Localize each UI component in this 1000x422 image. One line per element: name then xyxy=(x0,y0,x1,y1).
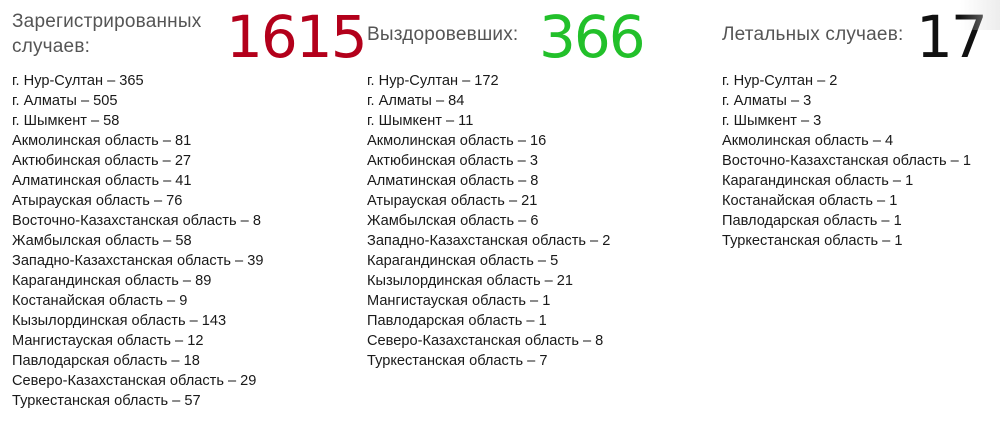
recovered-count: 366 xyxy=(539,3,646,71)
region-item: Туркестанская область – 1 xyxy=(722,233,903,249)
region-item: Атырауская область – 76 xyxy=(12,193,183,209)
recovered-list: г. Нур-Султан – 172 г. Алматы – 84 г. Шымк… xyxy=(367,71,610,371)
recovered-label: Выздоровевших: xyxy=(367,24,519,45)
region-item: г. Нур-Султан – 172 xyxy=(367,73,499,89)
region-item: г. Нур-Султан – 365 xyxy=(12,73,144,89)
region-item: Атырауская область – 21 xyxy=(367,193,538,209)
region-item: Актюбинская область – 3 xyxy=(367,153,538,169)
region-item: Павлодарская область – 1 xyxy=(722,213,902,229)
region-item: г. Шымкент – 3 xyxy=(722,113,822,129)
region-item: Восточно-Казахстанская область – 8 xyxy=(12,213,261,229)
region-item: Мангистауская область – 12 xyxy=(12,333,204,349)
deaths-label: Летальных случаев: xyxy=(722,24,904,45)
region-item: Алматинская область – 8 xyxy=(367,173,539,189)
registered-column: Зарегистрированных случаев: 1615 г. Нур-… xyxy=(12,0,368,409)
region-item: г. Шымкент – 11 xyxy=(367,113,474,129)
region-item: Мангистауская область – 1 xyxy=(367,293,551,309)
region-item: Северо-Казахстанская область – 29 xyxy=(12,373,257,389)
region-item: Кызылординская область – 21 xyxy=(367,273,574,289)
region-item: г. Алматы – 505 xyxy=(12,93,118,109)
region-item: Карагандинская область – 5 xyxy=(367,253,559,269)
registered-list: г. Нур-Султан – 365 г. Алматы – 505 г. Шым… xyxy=(12,71,263,411)
region-item: Западно-Казахстанская область – 39 xyxy=(12,253,264,269)
region-item: г. Нур-Султан – 2 xyxy=(722,73,838,89)
registered-label: Зарегистрированных случаев: xyxy=(12,11,202,57)
region-item: г. Шымкент – 58 xyxy=(12,113,120,129)
deaths-list: г. Нур-Султан – 2 г. Алматы – 3 г. Шымкент… xyxy=(722,71,971,251)
recovered-column: Выздоровевших: 366 г. Нур-Султан – 172 г.… xyxy=(367,0,707,369)
region-item: Западно-Казахстанская область – 2 xyxy=(367,233,611,249)
region-item: Жамбылская область – 58 xyxy=(12,233,192,249)
region-item: г. Алматы – 3 xyxy=(722,93,812,109)
region-item: Костанайская область – 1 xyxy=(722,193,898,209)
region-item: Костанайская область – 9 xyxy=(12,293,188,309)
region-item: Акмолинская область – 4 xyxy=(722,133,894,149)
region-item: Туркестанская область – 57 xyxy=(12,393,201,409)
corner-shadow xyxy=(960,0,1000,30)
region-item: Карагандинская область – 1 xyxy=(722,173,914,189)
region-item: Акмолинская область – 81 xyxy=(12,133,192,149)
region-item: Актюбинская область – 27 xyxy=(12,153,192,169)
region-item: Жамбылская область – 6 xyxy=(367,213,539,229)
region-item: Алматинская область – 41 xyxy=(12,173,192,189)
region-item: Акмолинская область – 16 xyxy=(367,133,547,149)
region-item: Северо-Казахстанская область – 8 xyxy=(367,333,604,349)
region-item: Павлодарская область – 18 xyxy=(12,353,200,369)
region-item: Восточно-Казахстанская область – 1 xyxy=(722,153,971,169)
region-item: Туркестанская область – 7 xyxy=(367,353,548,369)
region-item: Карагандинская область – 89 xyxy=(12,273,212,289)
region-item: г. Алматы – 84 xyxy=(367,93,465,109)
region-item: Павлодарская область – 1 xyxy=(367,313,547,329)
registered-count: 1615 xyxy=(226,3,368,71)
region-item: Кызылординская область – 143 xyxy=(12,313,227,329)
